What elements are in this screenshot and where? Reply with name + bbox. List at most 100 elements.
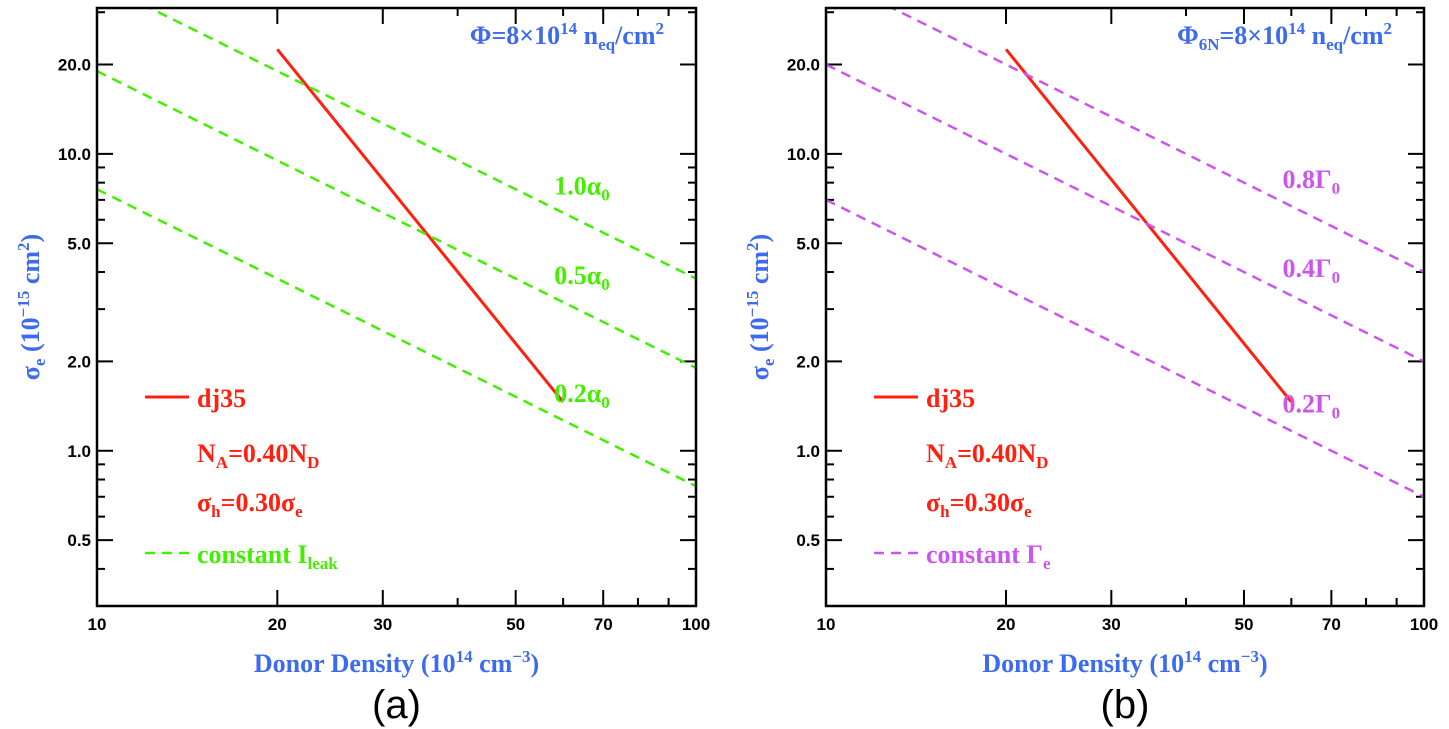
x-axis-title-part: ) (530, 649, 539, 678)
fluence-annotation: Φ6N=8×1014 neq/cm2 (1177, 19, 1392, 54)
legend-na-text-part: N (197, 439, 216, 468)
legend-sigma-text-part: e (1024, 502, 1032, 521)
y-axis-title-part: e (759, 358, 778, 366)
x-tick-label: 100 (1410, 615, 1438, 634)
panel-label: (a) (372, 683, 421, 727)
legend-sigma-text-part: h (940, 502, 950, 521)
x-tick-label: 50 (506, 615, 525, 634)
fluence-annotation-part: 2 (1384, 19, 1393, 38)
y-tick-label: 1.0 (796, 442, 820, 461)
curve-label-part: 0 (601, 275, 610, 294)
curve-label-part: 0.4Γ (1283, 254, 1332, 283)
fluence-annotation-part: 6N (1199, 35, 1221, 54)
y-tick-label: 20.0 (58, 56, 91, 75)
x-tick-label: 70 (1322, 615, 1341, 634)
legend-na-text-part: N (926, 439, 945, 468)
legend-sigma-text-part: σ (197, 488, 211, 517)
legend-solid-label-part: dj35 (926, 384, 975, 413)
y-axis-title-part: −15 (14, 291, 33, 318)
y-axis-title-part: σ (745, 366, 774, 380)
x-axis-title-part: cm (473, 649, 513, 678)
legend-na-text-part: D (1036, 453, 1048, 472)
series-line-dashed (147, 8, 696, 280)
y-axis-title-part: 2 (743, 242, 762, 251)
legend-sigma-text-part: =0.30σ (221, 488, 295, 517)
y-tick-label: 2.0 (796, 352, 820, 371)
curve-label-part: 0.2Γ (1283, 390, 1332, 419)
panel-label: (b) (1101, 683, 1150, 727)
series-line-dashed (826, 198, 1424, 498)
y-axis-title-part: 2 (14, 242, 33, 251)
fluence-annotation-part: 14 (560, 19, 578, 38)
curve-label-part: 0 (1332, 404, 1341, 423)
legend-solid-label-part: dj35 (197, 384, 246, 413)
x-axis-title-part: Donor Density (10 (982, 649, 1184, 678)
legend-dashed-label: constant Ileak (197, 540, 338, 573)
legend-na-text-part: =0.40N (957, 439, 1036, 468)
fluence-annotation-part: =8×10 (491, 21, 560, 50)
legend-sigma-text-part: =0.30σ (950, 488, 1024, 517)
y-tick-label: 2.0 (67, 352, 91, 371)
x-axis-title: Donor Density (1014 cm−3) (254, 647, 539, 678)
x-axis-title-part: 14 (1184, 647, 1202, 666)
curve-label-part: 0.2α (554, 379, 602, 408)
chart-panel-b: 10 20 30 50 70 1000.51.02.05.010.020.00.8Γ00.… (743, 6, 1438, 727)
x-tick-label: 70 (594, 615, 613, 634)
curve-label: 1.0α0 (554, 171, 610, 204)
y-axis-title-part: ) (745, 234, 774, 243)
y-axis-title: σe (10−15 cm2) (14, 234, 49, 380)
x-tick-label: 50 (1235, 615, 1254, 634)
y-tick-label: 10.0 (58, 145, 91, 164)
legend-solid-label: dj35 (197, 384, 246, 413)
y-axis-title: σe (10−15 cm2) (743, 234, 778, 380)
legend-na-text-part: =0.40N (228, 439, 307, 468)
curve-label-part: 0 (601, 393, 610, 412)
legend-sigma-text-part: σ (926, 488, 940, 517)
curve-label-part: 1.0α (554, 171, 602, 200)
legend-sigma-text-part: e (295, 502, 303, 521)
curve-label-part: 0.5α (554, 261, 602, 290)
y-tick-label: 0.5 (67, 531, 91, 550)
legend-na-text-part: A (216, 453, 229, 472)
x-axis-title-part: ) (1259, 649, 1268, 678)
x-axis-title-part: −3 (1241, 647, 1259, 666)
legend-dashed-label-part: leak (308, 554, 339, 573)
fluence-annotation-part: 14 (1288, 19, 1306, 38)
legend-dashed-label-part: constant Γ (926, 540, 1043, 569)
curve-label: 0.2α0 (554, 379, 610, 412)
legend-sigma-text: σh=0.30σe (926, 488, 1032, 521)
fluence-annotation-part: Φ (1177, 21, 1199, 50)
x-axis-title-part: 14 (456, 647, 474, 666)
fluence-annotation-part: =8×10 (1219, 21, 1288, 50)
legend-na-text: NA=0.40ND (926, 439, 1048, 472)
legend-sigma-text-part: h (211, 502, 221, 521)
fluence-annotation-part: eq (1326, 35, 1344, 54)
series-line-dashed (97, 188, 696, 488)
series-line-dashed (97, 70, 696, 370)
x-axis-title: Donor Density (1014 cm−3) (982, 647, 1267, 678)
fluence-annotation-part: Φ (470, 21, 492, 50)
curve-label: 0.5α0 (554, 261, 610, 294)
y-axis-title-part: (10 (745, 317, 774, 358)
y-axis-title-part: e (30, 358, 49, 366)
x-tick-label: 100 (682, 615, 710, 634)
legend-sigma-text: σh=0.30σe (197, 488, 303, 521)
series-line-dashed (889, 8, 1424, 274)
y-tick-label: 1.0 (67, 442, 91, 461)
curve-label-part: 0 (1332, 179, 1341, 198)
y-tick-label: 0.5 (796, 531, 820, 550)
x-tick-label: 30 (373, 615, 392, 634)
x-tick-label: 30 (1102, 615, 1121, 634)
x-axis-title-part: Donor Density (10 (254, 649, 456, 678)
y-tick-label: 20.0 (787, 56, 820, 75)
legend-na-text-part: D (307, 453, 319, 472)
series-line-dj35 (276, 48, 565, 403)
curve-label: 0.8Γ0 (1283, 165, 1341, 198)
fluence-annotation-part: /cm (614, 21, 656, 50)
curve-label: 0.4Γ0 (1283, 254, 1341, 287)
y-axis-title-part: cm (745, 251, 774, 291)
fluence-annotation-part: 2 (656, 19, 665, 38)
x-axis-title-part: cm (1201, 649, 1241, 678)
curve-label: 0.2Γ0 (1283, 390, 1341, 423)
